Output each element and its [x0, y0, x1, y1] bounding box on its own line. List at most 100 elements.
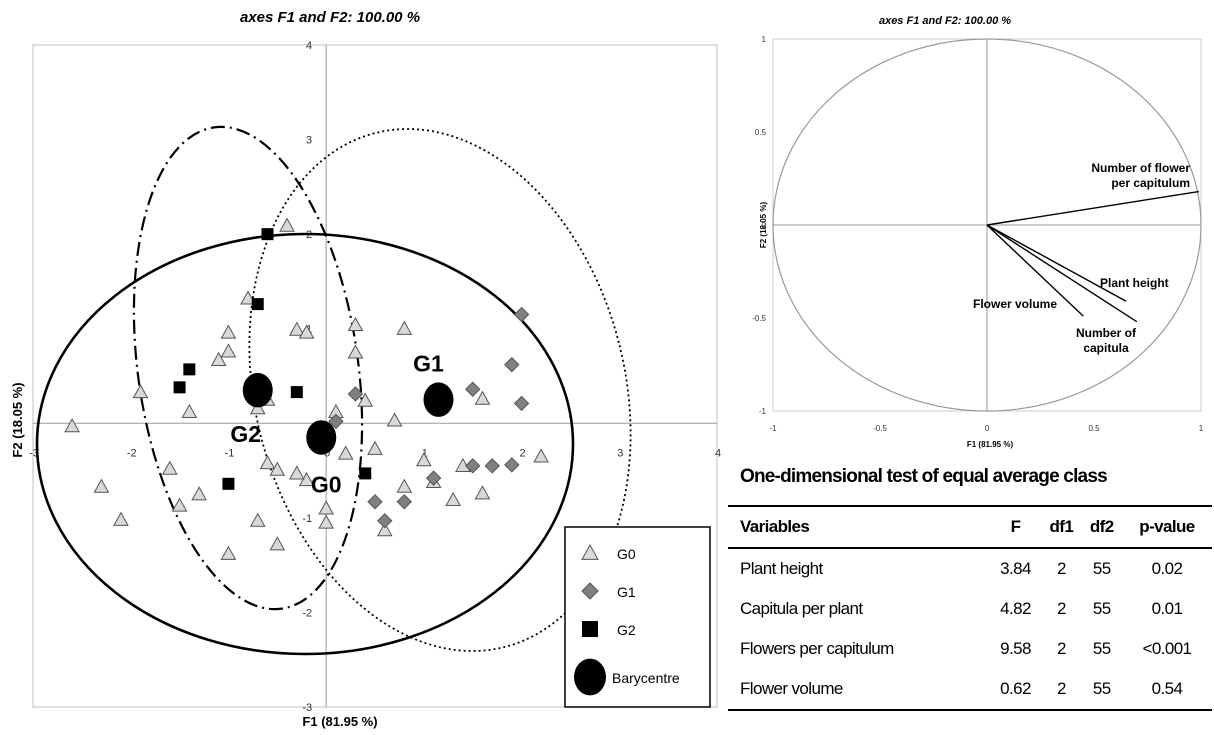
scatter-point-g0 [269, 536, 286, 551]
scatter-point-g1 [484, 458, 500, 474]
scatter-point-g0 [161, 460, 178, 475]
scatter-x-tick-label: 3 [617, 447, 623, 459]
scatter-x-tick-label: 4 [715, 447, 721, 459]
scatter-point-g0 [357, 392, 374, 407]
circle-x-tick-label: 0.5 [1088, 424, 1100, 433]
circle-y-tick-label: 1 [762, 35, 767, 44]
table-cell: 55 [1081, 669, 1122, 711]
table-cell: Flower volume [728, 669, 990, 711]
table-cell: 3.84 [1000, 559, 1031, 578]
table-cell: 55 [1092, 639, 1111, 658]
legend-label: Barycentre [612, 670, 680, 686]
scatter-point-g0 [533, 448, 549, 463]
scatter-title: axes F1 and F2: 100.00 % [240, 9, 420, 26]
scatter-point-g2 [290, 386, 303, 399]
legend-g2-icon [582, 621, 598, 637]
scatter-point-g0 [269, 461, 286, 476]
scatter-point-g1 [465, 458, 481, 474]
table-cell: Capitula per plant [740, 599, 863, 618]
scatter-point-g0 [474, 390, 491, 405]
table-cell: 2 [1056, 599, 1066, 618]
table-cell: 55 [1092, 559, 1111, 578]
scatter-point-g0 [396, 320, 413, 335]
legend-label: G1 [617, 584, 636, 600]
scatter-x-tick-label: 2 [520, 447, 526, 459]
confidence-ellipse-g2 [132, 125, 364, 611]
loading-vector-label: Flower volume [973, 297, 1057, 311]
loading-vector [986, 224, 1138, 323]
scatter-y-tick-label: -1 [302, 513, 312, 525]
scatter-x-tick-label: -2 [127, 447, 137, 459]
scatter-point-g0 [445, 491, 462, 506]
scatter-point-g2 [251, 298, 264, 311]
table-cell: Plant height [740, 559, 823, 578]
circle-y-tick-label: 0 [762, 221, 767, 230]
scatter-y-axis-label: F2 (18.05 %) [10, 382, 25, 457]
scatter-point-g0 [220, 324, 237, 339]
scatter-point-g0 [210, 351, 227, 367]
scatter-point-g0 [171, 497, 188, 512]
scatter-x-tick-label: 1 [422, 447, 428, 459]
scatter-point-g0 [376, 522, 393, 537]
scatter-point-g1 [513, 395, 530, 412]
barycentre-point [423, 382, 454, 417]
column-header: p-value [1121, 505, 1212, 549]
table-row: Flower volume 0.62 2 55 0.54 [728, 669, 1212, 711]
scatter-point-g2 [261, 228, 274, 241]
scatter-point-g1 [347, 386, 364, 402]
table-cell: 0.01 [1151, 599, 1183, 618]
circle-x-tick-label: -1 [769, 424, 777, 433]
circle-y-tick-label: -1 [759, 407, 767, 416]
table-cell: 0.54 [1121, 669, 1212, 711]
circle-x-tick-label: -0.5 [873, 424, 887, 433]
barycentre-label: G1 [413, 351, 444, 377]
scatter-point-g0 [416, 452, 432, 467]
legend-barycentre-icon [574, 658, 606, 696]
scatter-point-g0 [240, 290, 256, 305]
circle-title: axes F1 and F2: 100.00 % [879, 15, 1011, 27]
scatter-y-tick-label: 3 [306, 135, 312, 147]
scatter-point-g0 [288, 465, 305, 480]
scatter-point-g0 [279, 217, 295, 232]
scatter-y-tick-label: -2 [302, 607, 312, 619]
barycentre-label: G0 [311, 471, 342, 497]
barycentre-point [306, 420, 337, 455]
scatter-point-g0 [249, 400, 266, 415]
scatter-point-g0 [337, 445, 354, 460]
confidence-ellipse-g0 [35, 232, 575, 656]
scatter-point-g1 [367, 494, 383, 510]
loading-vector-label: Number of flower per capitulum [1091, 161, 1190, 190]
legend-g0-icon [581, 543, 599, 560]
scatter-y-tick-label: -3 [302, 702, 312, 714]
scatter-point-g0 [396, 478, 413, 493]
scatter-point-g0 [191, 486, 207, 501]
circle-y-axis-label: F2 (18.05 %) [759, 202, 768, 249]
circle-y-tick-label: -0.5 [752, 314, 766, 323]
scatter-plot-frame [32, 44, 718, 708]
scatter-point-g1 [396, 494, 413, 510]
scatter-point-g0 [93, 478, 110, 493]
scatter-point-g0 [367, 440, 383, 455]
scatter-point-g0 [249, 512, 266, 527]
scatter-point-g2 [173, 381, 186, 394]
scatter-point-g2 [222, 477, 235, 490]
legend-g1-icon [581, 582, 599, 600]
scatter-point-g0 [181, 403, 198, 419]
scatter-y-tick-label: 4 [306, 40, 312, 52]
table-row: Capitula per plant 4.82 2 55 0.01 [728, 589, 1212, 629]
table-cell: Flowers per capitulum [740, 639, 894, 658]
column-header: F [989, 505, 1042, 549]
loading-vector [986, 224, 1084, 317]
table-cell: 9.58 [1000, 639, 1031, 658]
circle-x-tick-label: 1 [1199, 424, 1204, 433]
column-header: df1 [1041, 505, 1082, 549]
scatter-x-axis-label: F1 (81.95 %) [302, 714, 377, 729]
stats-table: Variables F df1 df2 p-value Plant height… [728, 505, 1212, 711]
table-cell: 2 [1056, 559, 1066, 578]
barycentre-label: G2 [230, 421, 261, 447]
scatter-point-g0 [64, 418, 80, 433]
scatter-point-g0 [113, 511, 129, 526]
loading-vector-label: Number of capitula [1076, 326, 1137, 355]
scatter-point-g0 [220, 343, 237, 358]
